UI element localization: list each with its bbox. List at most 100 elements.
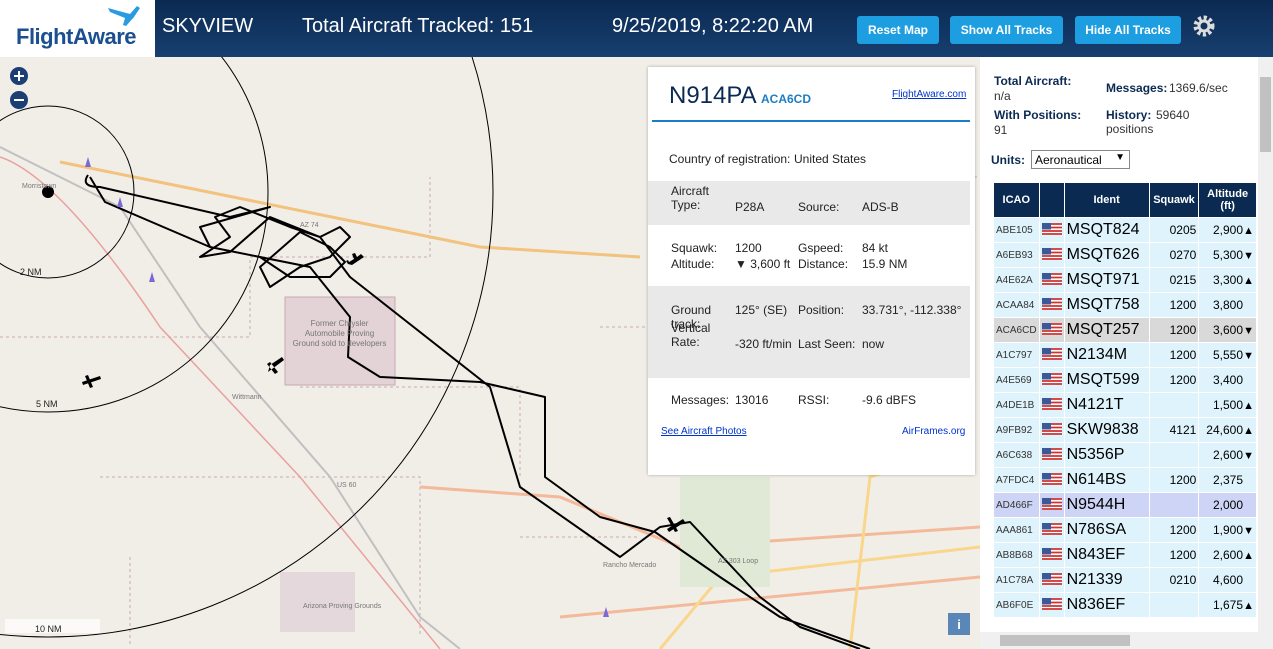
aircraft-row[interactable]: A4DE1B N4121T 1,500▲	[993, 392, 1257, 418]
ident: MSQT824	[1063, 217, 1150, 243]
flag	[1038, 567, 1065, 593]
altitude-value: 2,600	[1212, 548, 1243, 562]
field-band	[648, 286, 970, 378]
aircraft-row[interactable]: A1C78A N21339 0210 4,600	[993, 567, 1257, 593]
ident: MSQT626	[1063, 242, 1150, 268]
aircraft-row[interactable]: AD466F N9544H 2,000	[993, 492, 1257, 518]
us-flag	[1041, 397, 1062, 410]
altitude-trend: ▲	[1243, 225, 1254, 237]
datetime: 9/25/2019, 8:22:20 AM	[612, 15, 814, 37]
squawk: 0270	[1148, 242, 1200, 268]
hide-tracks-button[interactable]: Hide All Tracks	[1075, 16, 1181, 44]
map-label: Morristown	[22, 183, 56, 190]
photos-link[interactable]: See Aircraft Photos	[661, 426, 747, 437]
sidebar: Total Aircraft: n/a Messages: 1369.6/sec…	[980, 57, 1273, 649]
squawk: 0205	[1148, 217, 1200, 243]
altitude: 3,600▼	[1198, 317, 1257, 343]
total-tracked: Total Aircraft Tracked: 151	[302, 15, 534, 37]
altitude: 24,600▲	[1198, 417, 1257, 443]
zoom-controls[interactable]	[10, 67, 28, 109]
icao: A4E569	[993, 367, 1040, 393]
altitude-value: 2,600	[1212, 448, 1243, 462]
us-flag	[1041, 322, 1062, 335]
scrollbar[interactable]	[980, 632, 1258, 649]
altitude: 5,550▼	[1198, 342, 1257, 368]
icao: A6C638	[993, 442, 1040, 468]
ident: N786SA	[1063, 517, 1150, 543]
map-label: US 60	[337, 482, 357, 489]
header-altitude[interactable]: Altitude (ft)	[1198, 182, 1257, 218]
units-select[interactable]: Aeronautical ▼	[1031, 150, 1130, 169]
field-value: 15.9 NM	[862, 257, 908, 271]
total-label: Total Aircraft:	[994, 74, 1072, 88]
scrollbar[interactable]	[1258, 57, 1273, 649]
field-label: Messages:	[671, 393, 730, 407]
altitude: 3,400	[1198, 367, 1257, 393]
svg-text:i: i	[957, 617, 961, 632]
ident: N836EF	[1063, 592, 1150, 618]
header-squawk[interactable]: Squawk	[1148, 182, 1200, 218]
aircraft-row[interactable]: A9FB92 SKW9838 4121 24,600▲	[993, 417, 1257, 443]
map-label: Arizona Proving Grounds	[303, 603, 382, 610]
flag	[1038, 542, 1065, 568]
app-name: SKYVIEW	[162, 15, 254, 37]
flag	[1038, 517, 1065, 543]
field-label: Position:	[798, 303, 845, 317]
field-value: P28A	[735, 200, 765, 214]
altitude-trend: ▲	[1243, 400, 1254, 412]
logo[interactable]: FlightAware	[0, 0, 155, 57]
flightaware-link[interactable]: FlightAware.com	[892, 89, 967, 100]
aircraft-row[interactable]: ACA6CD MSQT257 1200 3,600▼	[993, 317, 1257, 343]
flag	[1038, 417, 1065, 443]
squawk: 0215	[1148, 267, 1200, 293]
field-label: Ground track:	[671, 303, 712, 331]
altitude-trend: ▼	[1243, 525, 1254, 537]
altitude-trend: ▼	[1243, 325, 1254, 337]
us-flag	[1041, 597, 1062, 610]
aircraft-row[interactable]: A6C638 N5356P 2,600▼	[993, 442, 1257, 468]
us-flag	[1041, 247, 1062, 260]
total-value: n/a	[994, 89, 1011, 103]
logo-text: FlightAware	[16, 24, 137, 49]
aircraft-row[interactable]: A4E62A MSQT971 0215 3,300▲	[993, 267, 1257, 293]
flag	[1038, 342, 1065, 368]
flag	[1038, 292, 1065, 318]
aircraft-row[interactable]: A4E569 MSQT599 1200 3,400	[993, 367, 1257, 393]
icao: A7FDC4	[993, 467, 1040, 493]
aircraft-row[interactable]: AB8B68 N843EF 1200 2,600▲	[993, 542, 1257, 568]
icao: AB6F0E	[993, 592, 1040, 618]
show-tracks-button[interactable]: Show All Tracks	[950, 16, 1063, 44]
reset-map-button[interactable]: Reset Map	[857, 16, 939, 44]
field-label: Altitude:	[671, 257, 715, 271]
flag	[1038, 317, 1065, 343]
field-value: 1200	[735, 241, 762, 255]
messages-value: 1369.6/sec	[1169, 81, 1228, 95]
aircraft-row[interactable]: ACAA84 MSQT758 1200 3,800	[993, 292, 1257, 318]
ident: MSQT599	[1063, 367, 1150, 393]
settings-icon[interactable]	[1192, 14, 1216, 38]
icao: A1C78A	[993, 567, 1040, 593]
field-value: -320 ft/min	[735, 337, 792, 351]
map-label: 5 NM	[36, 399, 58, 409]
ident: N2134M	[1063, 342, 1150, 368]
field-label: RSSI:	[798, 393, 830, 407]
aircraft-row[interactable]: A6EB93 MSQT626 0270 5,300▼	[993, 242, 1257, 268]
airframes-link[interactable]: AirFrames.org	[902, 426, 966, 437]
field-label: Aircraft Type:	[671, 184, 710, 212]
units-label: Units:	[991, 153, 1025, 167]
header-icao[interactable]: ICAO	[993, 182, 1040, 218]
aircraft-row[interactable]: A1C797 N2134M 1200 5,550▼	[993, 342, 1257, 368]
aircraft-row[interactable]: ABE105 MSQT824 0205 2,900▲	[993, 217, 1257, 243]
flag	[1038, 492, 1065, 518]
aircraft-row[interactable]: AAA861 N786SA 1200 1,900▼	[993, 517, 1257, 543]
flag	[1038, 442, 1065, 468]
aircraft-row[interactable]: AB6F0E N836EF 1,675▲	[993, 592, 1257, 618]
header-ident[interactable]: Ident	[1063, 182, 1150, 218]
map-label: AZ 74	[300, 222, 319, 229]
ident: N21339	[1063, 567, 1150, 593]
icao: A1C797	[993, 342, 1040, 368]
ident: N843EF	[1063, 542, 1150, 568]
squawk	[1148, 442, 1200, 468]
aircraft-row[interactable]: A7FDC4 N614BS 1200 2,375	[993, 467, 1257, 493]
